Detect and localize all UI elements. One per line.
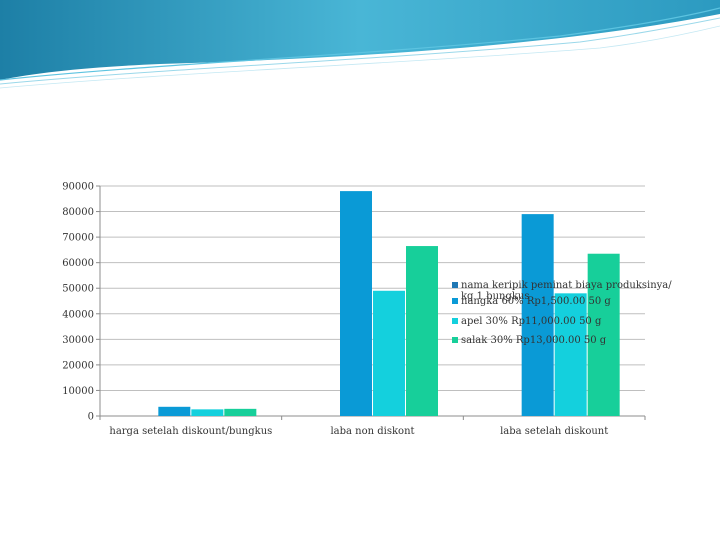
bar bbox=[373, 290, 405, 416]
y-tick-label: 30000 bbox=[62, 335, 94, 346]
bar bbox=[587, 253, 620, 416]
legend-swatch bbox=[452, 282, 458, 288]
y-tick-label: 0 bbox=[88, 412, 94, 423]
bar bbox=[406, 246, 438, 416]
chart-legend: nama keripik peminat biaya produksinya/k… bbox=[452, 280, 672, 346]
bar bbox=[521, 214, 554, 416]
x-category-label: laba setelah diskount bbox=[500, 426, 608, 437]
y-tick-label: 70000 bbox=[62, 233, 94, 244]
y-tick-label: 50000 bbox=[62, 284, 94, 295]
legend-label: salak 30% Rp13,000.00 50 g bbox=[461, 335, 607, 346]
y-tick-label: 20000 bbox=[62, 360, 94, 371]
y-tick-label: 40000 bbox=[62, 309, 94, 320]
bar bbox=[191, 409, 224, 416]
legend-swatch bbox=[452, 318, 458, 324]
y-tick-label: 10000 bbox=[62, 386, 94, 397]
bar bbox=[158, 406, 191, 416]
bar bbox=[340, 191, 372, 416]
x-category-label: harga setelah diskount/bungkus bbox=[109, 426, 272, 437]
header-decoration bbox=[0, 0, 720, 89]
legend-label: nangka 60% Rp1,500.00 50 g bbox=[461, 296, 611, 307]
x-category-label: laba non diskont bbox=[330, 426, 414, 437]
y-tick-label: 80000 bbox=[62, 207, 94, 218]
y-tick-label: 60000 bbox=[62, 258, 94, 269]
legend-label: apel 30% Rp11,000.00 50 g bbox=[461, 316, 602, 327]
legend-swatch bbox=[452, 337, 458, 343]
y-tick-label: 90000 bbox=[62, 182, 94, 193]
legend-label: nama keripik peminat biaya produksinya/k… bbox=[461, 280, 672, 302]
legend-swatch bbox=[452, 298, 458, 304]
chart-plot: 0 10000 20000 30000 40000 50000 60000 70000 8000… bbox=[62, 182, 646, 437]
bar bbox=[554, 293, 587, 416]
bar bbox=[224, 408, 257, 416]
